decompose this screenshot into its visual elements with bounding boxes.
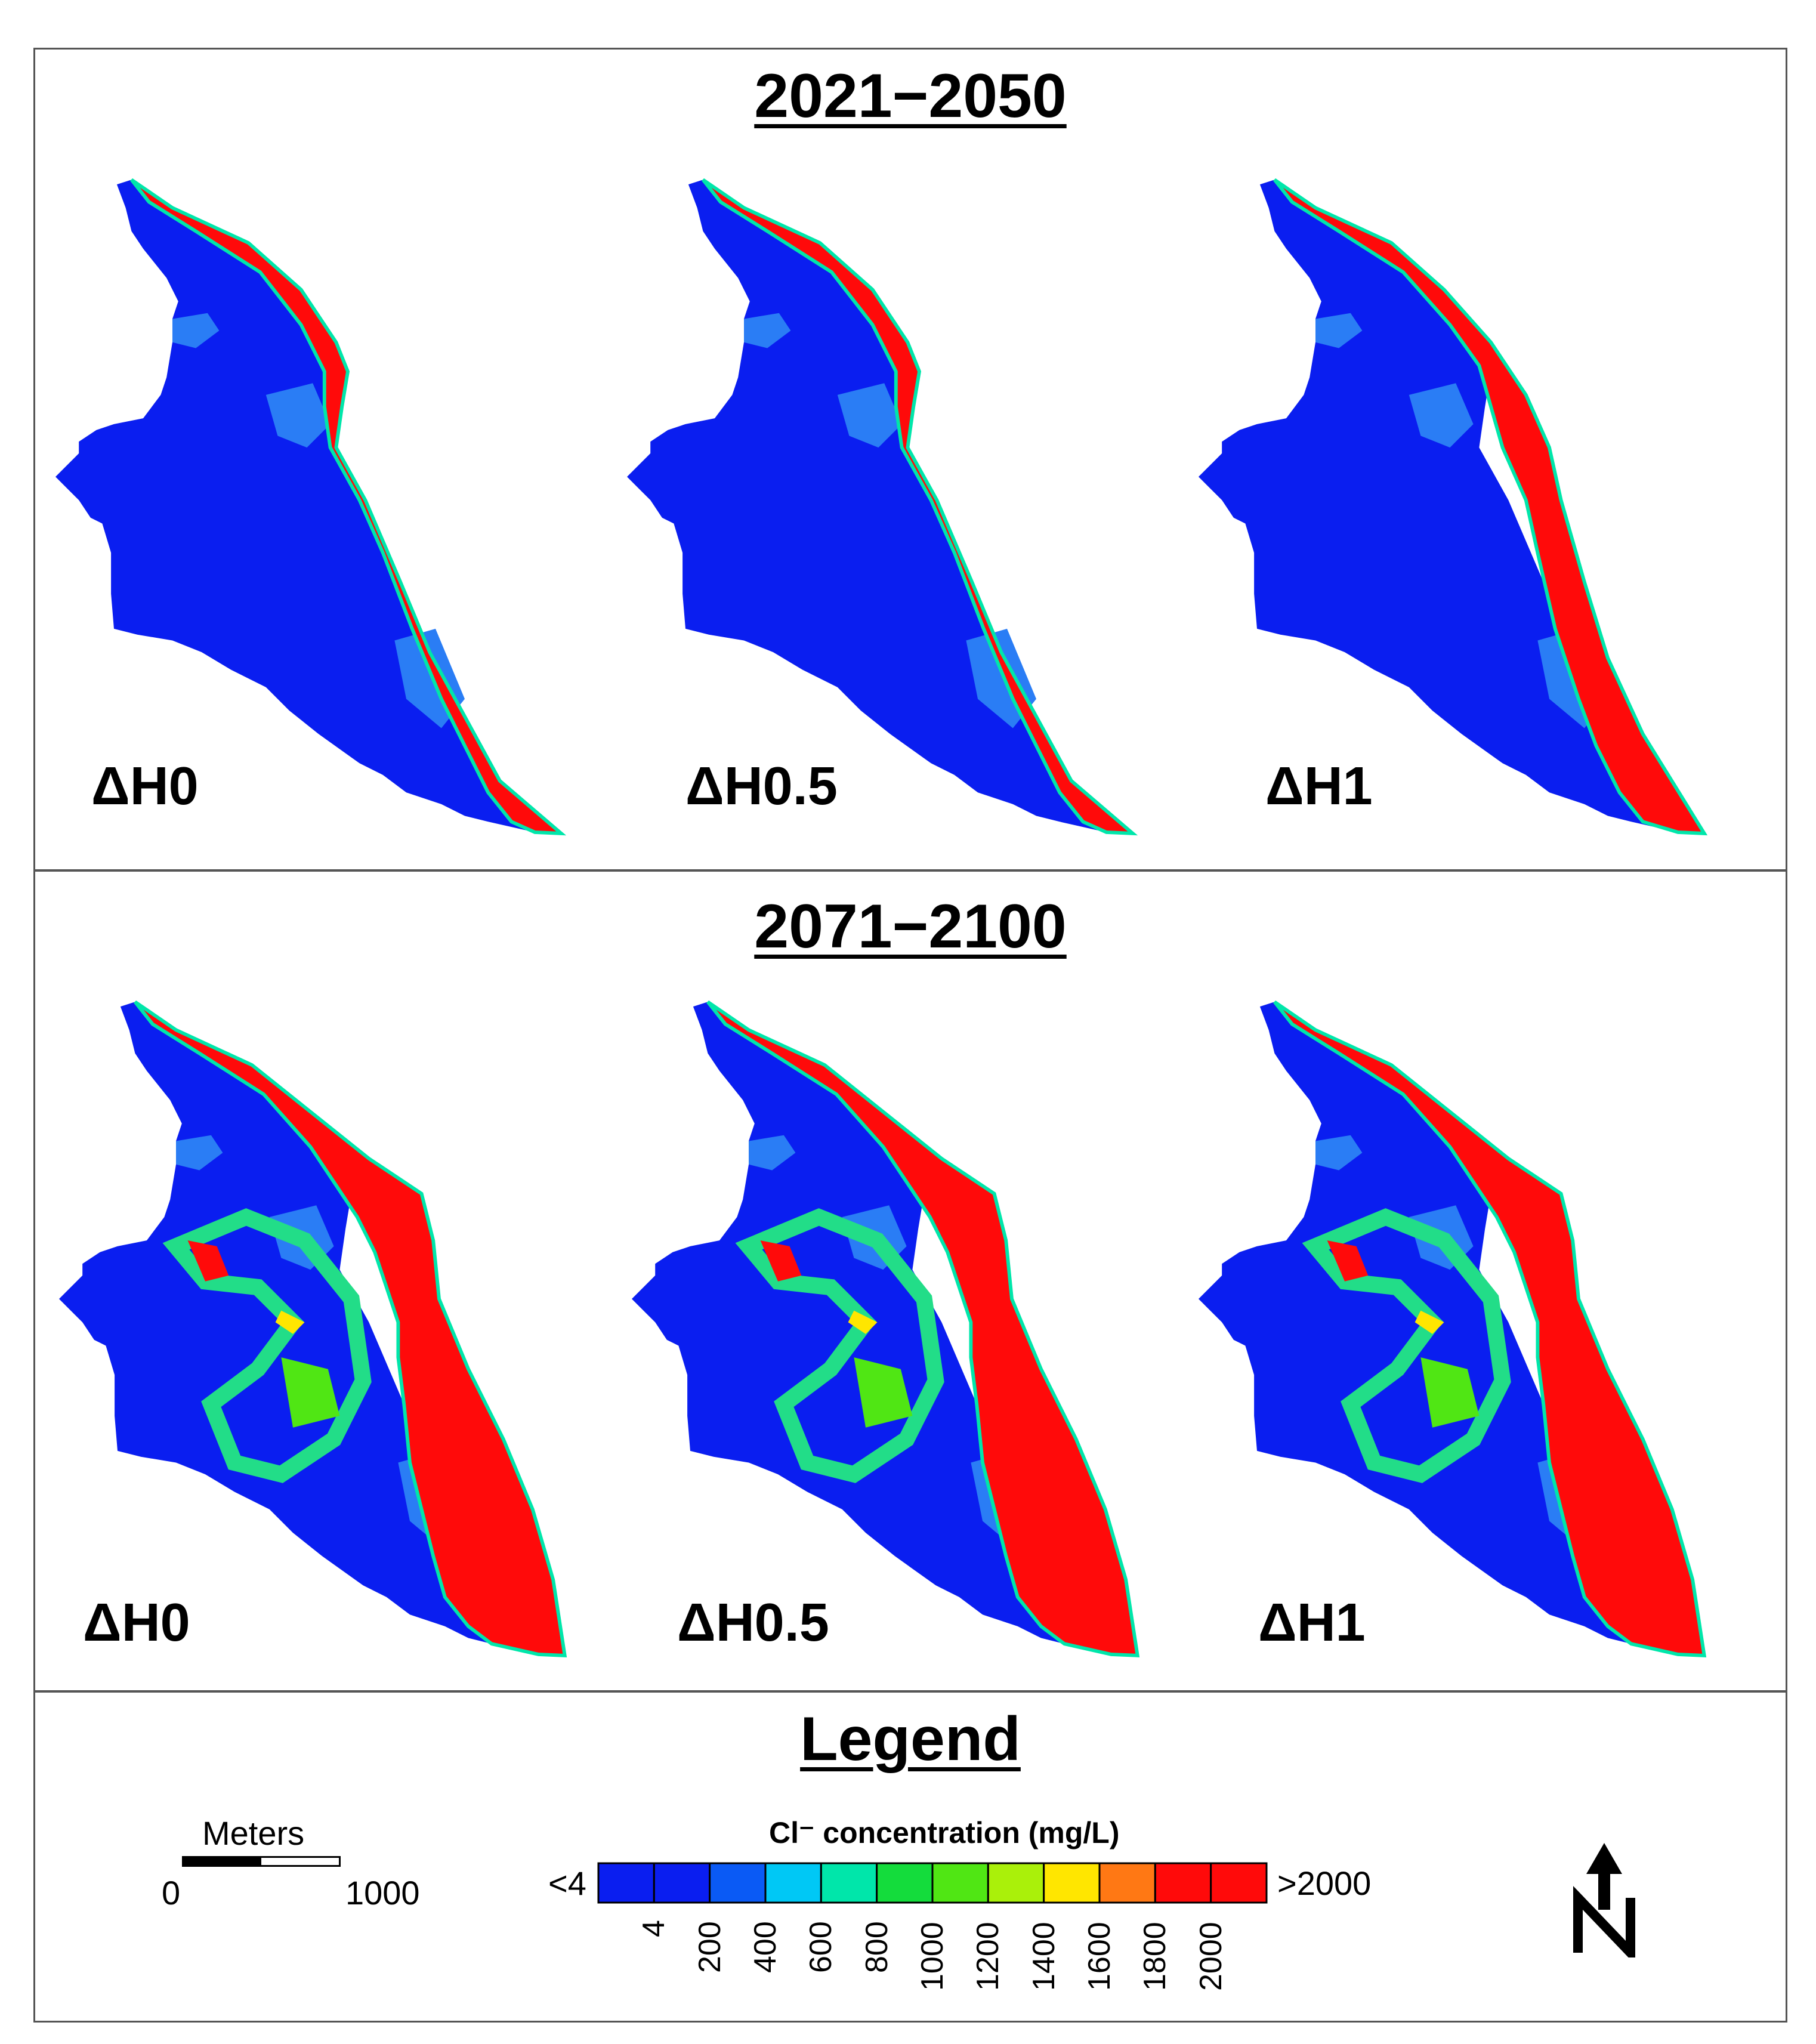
- mixing-zone: [1302, 1208, 1511, 1483]
- panel-2021-2050: 2021−2050 ΔH0 ΔH0.5 ΔH1: [33, 48, 1787, 871]
- colorbar-tick-label: 1200: [971, 1922, 1006, 1991]
- colorbar-swatch: [597, 1862, 655, 1904]
- scenario-label: ΔH0: [83, 1593, 190, 1653]
- mixing-zone: [1315, 1135, 1363, 1171]
- colorbar-swatch: [820, 1862, 878, 1904]
- saline-intrusion-zone: [1274, 180, 1704, 833]
- colorbar-tick-label: 2000: [1193, 1922, 1228, 1991]
- scenario-label: ΔH0.5: [685, 757, 838, 816]
- colorbar-swatch: [1210, 1862, 1268, 1904]
- panel-title: 2021−2050: [754, 61, 1067, 131]
- saline-intrusion-zone: [708, 1002, 1138, 1656]
- colorbar-tick-label: 1400: [1026, 1922, 1061, 1991]
- colorbar-tick-label: 1000: [915, 1922, 950, 1991]
- mixing-zone: [281, 1357, 340, 1428]
- north-arrow-icon: [1573, 1843, 1635, 1957]
- colorbar-swatch: [653, 1862, 711, 1904]
- mixing-zone: [172, 313, 220, 348]
- mixing-zone: [1315, 313, 1363, 348]
- colorbar: [597, 1862, 1268, 1904]
- mixing-zone: [162, 1208, 372, 1483]
- chloride-map-dh1-2071: [1199, 1000, 1707, 1657]
- chloride-map-dh0-2021: [55, 178, 567, 836]
- transition-zone: [706, 1000, 1140, 1657]
- chloride-map-dh1-2021: [1199, 178, 1708, 836]
- transition-zone: [130, 178, 567, 836]
- mixing-zone: [735, 1208, 944, 1483]
- mixing-zone: [265, 383, 331, 448]
- transition-zone: [1273, 178, 1708, 836]
- colorbar-tick-label: 200: [692, 1921, 727, 1973]
- saline-patch: [187, 1240, 229, 1282]
- colorbar-swatch: [764, 1862, 822, 1904]
- mixing-zone: [1414, 1310, 1444, 1334]
- chloride-map-dh05-2071: [632, 1000, 1140, 1657]
- legend-panel: Legend Meters 0 1000 Cl⁻ concentration (…: [33, 1691, 1787, 2023]
- colorbar-tick-label: 600: [804, 1921, 839, 1973]
- colorbar-tick-label: 4: [637, 1920, 672, 1937]
- chloride-map-dh0-2071: [59, 1000, 567, 1657]
- scenario-label: ΔH0: [91, 757, 199, 816]
- panel-2071-2100: 2071−2100 ΔH0 ΔH0.5 ΔH1: [33, 870, 1787, 1692]
- mixing-zone: [1409, 383, 1474, 448]
- mixing-zone: [744, 313, 791, 348]
- mixing-zone: [275, 1310, 305, 1334]
- saline-intrusion-zone: [135, 1002, 565, 1656]
- scale-bar-graphic: [182, 1856, 341, 1867]
- mixing-zone: [749, 1135, 796, 1171]
- colorbar-swatch: [987, 1862, 1045, 1904]
- mixing-zone: [848, 1310, 878, 1334]
- saline-patch: [760, 1240, 802, 1282]
- panel-title: 2071−2100: [754, 892, 1067, 961]
- colorbar-swatch: [1154, 1862, 1212, 1904]
- colorbar-low-label: <4: [548, 1864, 586, 1902]
- colorbar-tick-label: 400: [748, 1921, 783, 1973]
- colorbar-high-label: >2000: [1277, 1864, 1372, 1902]
- transition-zone: [702, 178, 1138, 836]
- scale-end-label: 1000: [345, 1874, 420, 1912]
- colorbar-swatch: [931, 1862, 989, 1904]
- colorbar-tick-label: 1800: [1138, 1922, 1173, 1991]
- chloride-map-dh05-2021: [627, 178, 1138, 836]
- saline-intrusion-zone: [1274, 1002, 1704, 1656]
- scale-start-label: 0: [162, 1874, 181, 1912]
- transition-zone: [134, 1000, 567, 1657]
- colorbar-swatch: [876, 1862, 934, 1904]
- mixing-zone: [854, 1357, 913, 1428]
- mixing-zone: [837, 383, 902, 448]
- scenario-label: ΔH1: [1258, 1593, 1366, 1653]
- aquifer-freshwater: [55, 180, 561, 833]
- colorbar-tick-label: 1600: [1082, 1922, 1117, 1991]
- saline-patch: [1327, 1240, 1369, 1282]
- colorbar-swatch: [1098, 1862, 1156, 1904]
- mixing-zone: [1420, 1357, 1480, 1428]
- transition-zone: [1273, 1000, 1707, 1657]
- scenario-label: ΔH0.5: [677, 1593, 829, 1653]
- colorbar-title: Cl⁻ concentration (mg/L): [769, 1816, 1120, 1850]
- scale-unit-label: Meters: [202, 1814, 305, 1852]
- scenario-label: ΔH1: [1265, 757, 1373, 816]
- scale-bar: Meters 0 1000: [125, 1812, 423, 1919]
- colorbar-swatch: [709, 1862, 767, 1904]
- legend-title: Legend: [800, 1705, 1021, 1774]
- aquifer-freshwater: [627, 180, 1133, 833]
- colorbar-swatch: [1043, 1862, 1101, 1904]
- colorbar-tick-label: 800: [859, 1921, 894, 1973]
